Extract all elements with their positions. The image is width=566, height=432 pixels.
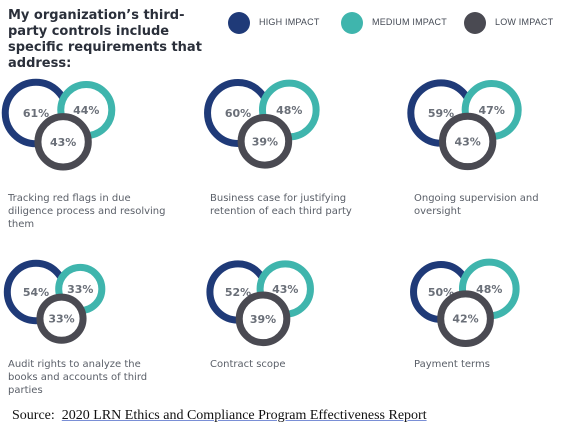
- bubble-3-low: [438, 112, 497, 171]
- legend-label-medium: MEDIUM IMPACT: [372, 17, 447, 27]
- bubble-label-6-medium: 48%: [476, 283, 502, 296]
- bubble-label-1-low: 43%: [50, 136, 76, 149]
- bubble-5-low: [235, 291, 291, 347]
- legend-swatch-high: [228, 12, 250, 34]
- chart-title: My organization’s third-party controls i…: [8, 8, 202, 71]
- legend-label-high: HIGH IMPACT: [259, 17, 320, 27]
- bubble-label-6-low: 42%: [452, 313, 478, 326]
- bubble-label-5-medium: 43%: [272, 283, 298, 296]
- group-caption-1: Tracking red flags in due diligence proc…: [8, 193, 166, 230]
- source-prefix: Source:: [12, 408, 55, 423]
- bubble-1-low: [34, 113, 92, 171]
- bubble-label-5-high: 52%: [225, 286, 251, 299]
- bubble-label-3-medium: 47%: [479, 104, 505, 117]
- group-caption-5: Contract scope: [210, 359, 286, 370]
- bubble-label-1-medium: 44%: [73, 104, 99, 117]
- bubble-4-low: [36, 293, 87, 344]
- bubble-label-4-low: 33%: [48, 313, 74, 326]
- legend-label-low: LOW IMPACT: [495, 17, 554, 27]
- bubble-label-2-medium: 48%: [276, 104, 302, 117]
- bubble-label-5-low: 39%: [250, 313, 276, 326]
- legend-swatch-low: [464, 12, 486, 34]
- bubble-label-4-medium: 33%: [67, 283, 93, 296]
- bubble-label-6-high: 50%: [428, 286, 454, 299]
- legend-swatch-medium: [341, 12, 363, 34]
- bubble-label-2-low: 39%: [252, 135, 278, 148]
- source-note: Source: 2020 LRN Ethics and Compliance P…: [12, 408, 427, 424]
- bubble-label-4-high: 54%: [23, 286, 49, 299]
- bubble-2-low: [237, 114, 293, 169]
- bubble-label-2-high: 60%: [225, 107, 251, 120]
- group-caption-2: Business case for justifying retention o…: [210, 193, 352, 217]
- bubble-label-1-high: 61%: [23, 107, 49, 120]
- source-text: 2020 LRN Ethics and Compliance Program E…: [61, 408, 427, 423]
- bubble-6-low: [437, 290, 494, 348]
- group-caption-3: Ongoing supervision and oversight: [414, 193, 539, 217]
- group-caption-4: Audit rights to analyze the books and ac…: [8, 359, 148, 396]
- bubble-label-3-low: 43%: [454, 135, 480, 148]
- bubble-label-3-high: 59%: [428, 107, 454, 120]
- group-caption-6: Payment terms: [414, 359, 490, 370]
